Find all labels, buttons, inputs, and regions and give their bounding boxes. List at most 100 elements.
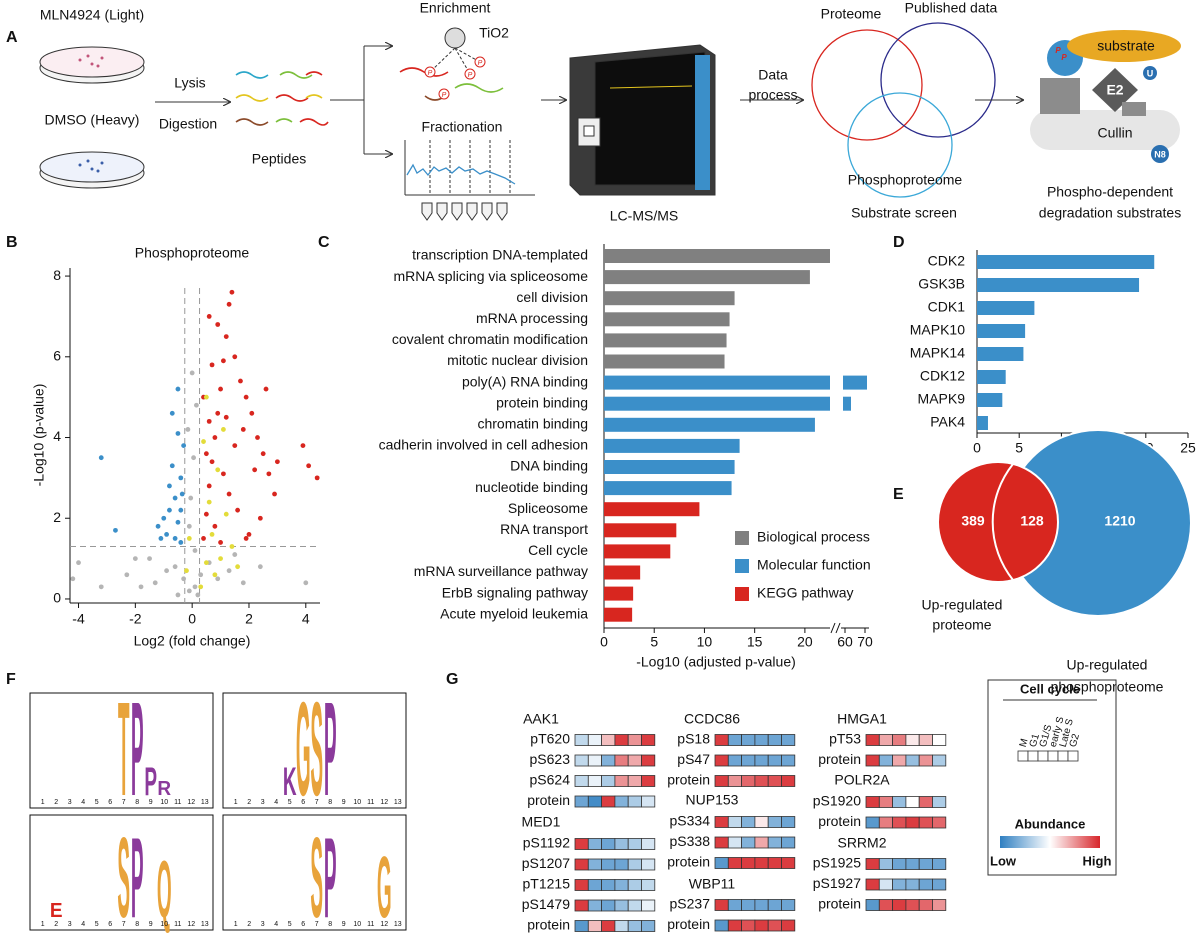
set-label: Up-regulated	[1067, 657, 1148, 673]
point	[178, 475, 184, 481]
point	[175, 431, 181, 436]
panel-label: G	[446, 671, 458, 688]
point	[218, 556, 223, 562]
logo-letter: T	[118, 676, 130, 824]
heat-cell	[932, 816, 947, 829]
category-label: covalent chromatin modification	[392, 331, 588, 347]
point	[221, 471, 226, 477]
phase-cell	[1067, 750, 1079, 762]
point	[178, 507, 184, 513]
position-label: 9	[149, 799, 153, 806]
heat-cell	[601, 775, 616, 787]
point	[232, 354, 238, 360]
venn-circle	[937, 461, 1059, 583]
point	[172, 495, 178, 501]
x-tick-label: -2	[129, 611, 142, 627]
heat-cell	[865, 878, 880, 891]
position-label: 13	[394, 921, 402, 928]
phase-cell	[1027, 750, 1039, 762]
heat-cell	[727, 754, 742, 767]
bar	[977, 393, 1003, 407]
heat-cell	[918, 734, 933, 746]
point	[181, 576, 187, 582]
y-axis-label: -Log10 (p-value)	[31, 384, 47, 487]
site-label: pS1927	[813, 875, 861, 891]
point	[181, 443, 187, 448]
position-label: 2	[54, 799, 58, 806]
x-tick-label: 5	[1015, 440, 1023, 456]
logo-frame	[222, 814, 407, 931]
venn-count: 389	[961, 513, 985, 529]
point	[257, 564, 263, 570]
position-label: 1	[234, 921, 238, 928]
point	[175, 386, 181, 392]
x-tick-label: 0	[188, 611, 196, 627]
color-scale	[1000, 836, 1100, 848]
point	[223, 414, 229, 420]
logo-letter: R	[157, 778, 171, 801]
site-label: pT1215	[523, 876, 571, 892]
heat-cell	[627, 734, 642, 746]
heat-cell	[892, 899, 907, 911]
heat-cell	[878, 754, 893, 767]
site-label: protein	[527, 792, 570, 808]
heat-cell	[641, 899, 656, 912]
y-tick-label: 6	[53, 347, 61, 363]
category-label: RNA transport	[500, 521, 588, 537]
point	[167, 507, 172, 513]
legend-title: Cell cycle	[1020, 681, 1080, 696]
point	[215, 576, 221, 582]
bar	[604, 607, 633, 622]
point	[246, 531, 252, 537]
position-label: 4	[81, 921, 85, 928]
heat-cell	[727, 775, 742, 787]
point	[206, 499, 212, 505]
scale-label: Low	[990, 853, 1017, 868]
point	[252, 467, 258, 473]
phospho-label: P	[442, 92, 447, 99]
heat-cell	[641, 920, 656, 932]
heat-cell	[587, 858, 602, 871]
site-label: protein	[818, 813, 861, 829]
phase-cell	[1017, 750, 1029, 762]
phase-cell	[1057, 750, 1069, 762]
heat-cell	[614, 858, 629, 871]
point	[303, 580, 309, 586]
phospho-site	[464, 68, 476, 80]
heat-cell	[741, 919, 756, 932]
point	[191, 455, 196, 461]
point	[186, 588, 192, 594]
bar	[604, 586, 634, 601]
position-label: 7	[315, 799, 319, 806]
point	[215, 410, 221, 416]
site-label: protein	[667, 772, 710, 788]
logo-letter: P	[144, 759, 157, 804]
point	[152, 580, 158, 586]
bar	[977, 416, 988, 430]
point	[206, 483, 212, 489]
site-label: protein	[527, 917, 570, 933]
category-label: mRNA surveillance pathway	[414, 563, 588, 579]
gene-label: AAK1	[523, 711, 559, 727]
point	[209, 459, 215, 465]
heat-cell	[905, 858, 920, 870]
heat-cell	[892, 816, 907, 829]
legend-label: KEGG pathway	[757, 585, 854, 601]
heat-cell	[727, 734, 742, 746]
position-label: 3	[261, 921, 265, 928]
workflow-diagram	[39, 22, 1181, 221]
heat-cell	[932, 754, 947, 767]
position-label: 3	[68, 799, 72, 806]
phospho-site	[438, 88, 450, 100]
phase-label: G2	[1068, 732, 1082, 748]
heat-cell	[918, 878, 933, 891]
point	[198, 584, 204, 590]
gene-label: SRRM2	[837, 835, 886, 851]
x-tick-label: -4	[72, 611, 85, 627]
heat-cell	[601, 858, 616, 871]
heat-cell	[918, 899, 933, 911]
heat-cell	[574, 899, 589, 912]
point	[218, 386, 223, 392]
panel-label: A	[6, 29, 18, 46]
set-label: Up-regulated	[922, 597, 1003, 613]
